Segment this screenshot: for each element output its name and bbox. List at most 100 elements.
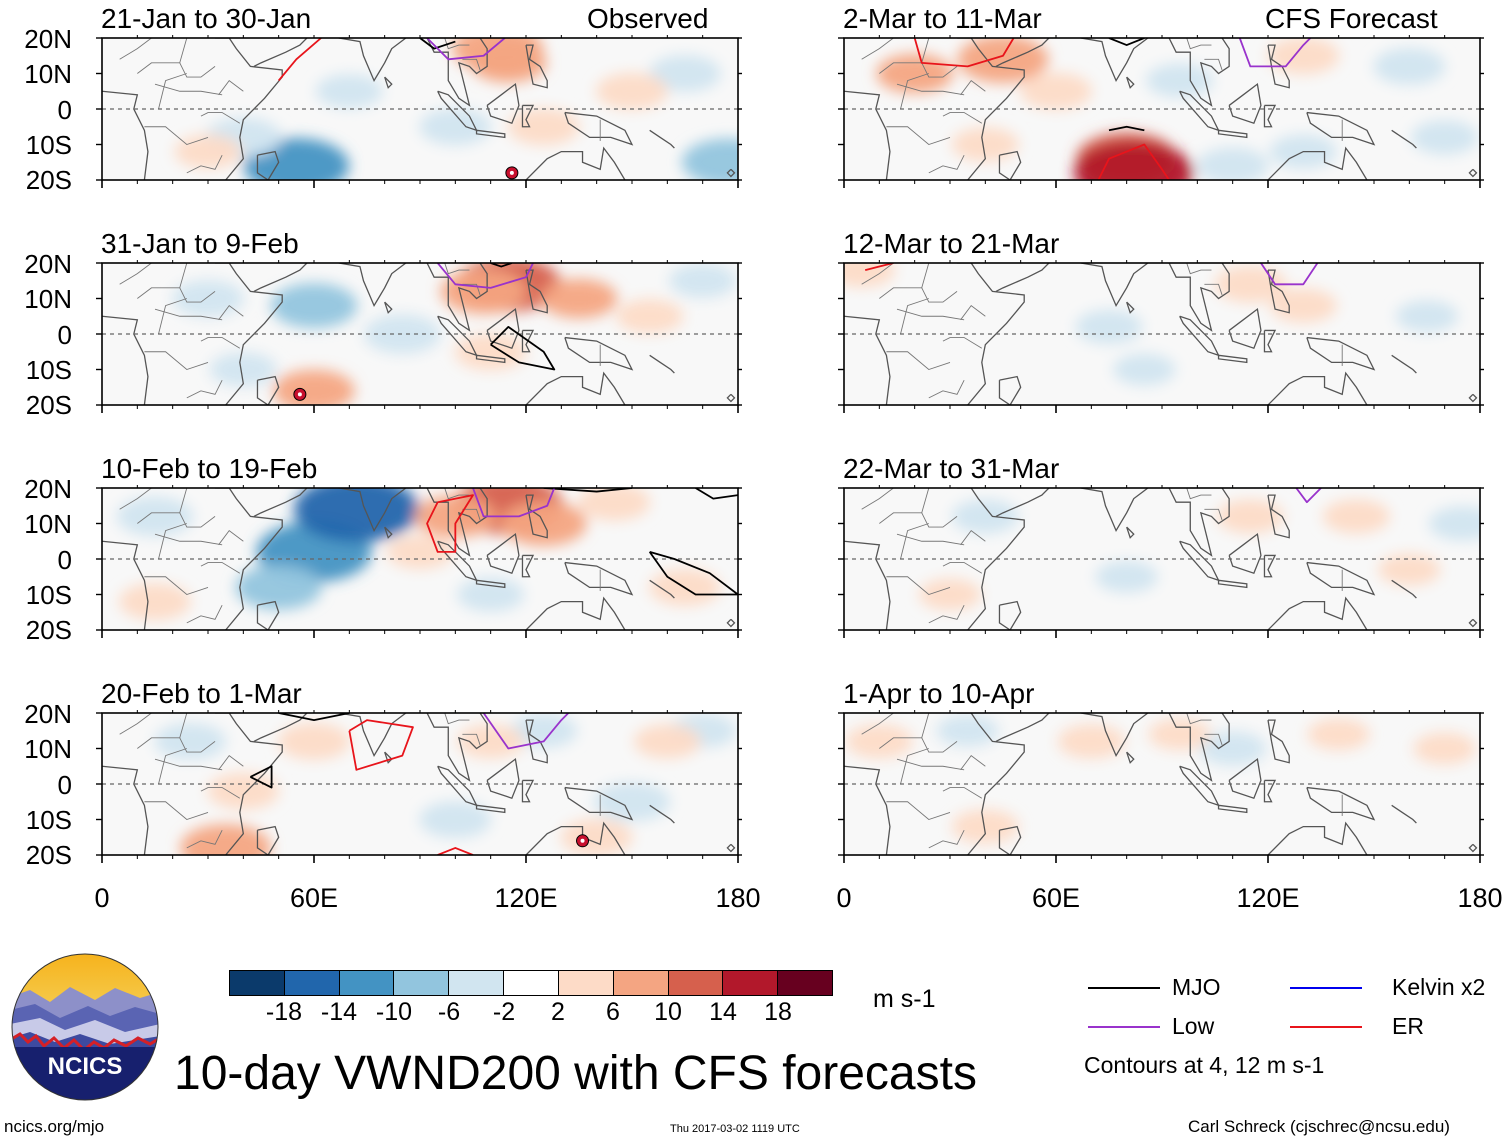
country-border [921,512,958,528]
ncics-logo: NCICS [10,952,160,1102]
map-panel [838,260,1484,413]
anomaly-blob [681,138,738,180]
country-border [200,787,241,799]
anomaly-blob [207,772,280,810]
anomaly-blob [270,283,358,328]
colorbar-label: -18 [265,998,303,1026]
coastline [475,804,506,814]
contour-mjo [648,551,738,596]
anomaly-blob [273,369,355,405]
lat-label: 0 [57,770,72,800]
country-border [1186,713,1212,725]
anomaly-blob [936,714,999,747]
anomaly-layer [172,263,737,405]
country-border [462,733,481,746]
coastline [1217,579,1248,589]
country-border [879,713,930,749]
panel-3-title: 10-Feb to 19-Feb [101,453,318,484]
country-border [861,713,894,735]
contour-er [426,494,474,553]
coastline [1468,843,1478,853]
anomaly-blob [844,263,896,288]
country-border [119,488,152,510]
coastline [384,301,393,314]
coastline [1217,354,1248,364]
coastline [1228,757,1262,800]
country-border [928,154,965,174]
anomaly-blob [1428,506,1480,541]
coastline [384,751,393,764]
panel-4-title: 20-Feb to 1-Mar [101,678,302,709]
coastline [521,104,535,128]
coastline [1306,336,1376,371]
contour-er [437,847,474,855]
colorbar-swatch [393,971,449,995]
country-border [886,576,951,596]
country-border [896,758,965,771]
coastline [102,90,149,180]
map-panel [96,710,742,863]
country-border [144,801,209,821]
colorbar [229,970,833,996]
contour-mjo [1108,38,1145,46]
coastline [1228,532,1262,575]
country-border [1204,508,1223,521]
footer-author: Carl Schreck (cjschrec@ncsu.edu) [1188,1117,1450,1136]
legend-label-er: ER [1392,1013,1424,1039]
country-border [179,512,216,528]
anomaly-blob [1395,300,1459,333]
colorbar-label: -14 [320,998,358,1026]
country-border [896,308,965,321]
coastline [475,129,506,139]
coastline [957,38,1025,180]
country-border [200,112,241,124]
anomaly-layer [918,499,1480,611]
anomaly-blob [649,55,721,92]
colorbar-label: 6 [606,998,620,1026]
coastline [253,38,308,67]
coastline [726,618,736,628]
country-border [137,488,188,524]
coastline [1126,751,1135,764]
country-border [900,748,929,785]
country-border [179,287,216,303]
anomaly-blob [596,72,668,110]
coastline [726,393,736,403]
coastline [525,269,548,314]
coastline [1267,44,1290,89]
anomaly-blob [633,724,701,759]
anomaly-blob [457,724,525,759]
lat-label: 20N [24,24,72,54]
lat-label: 20S [25,390,72,420]
lat-label: 10S [25,805,72,835]
country-border [942,112,983,124]
coastline [726,168,736,178]
colorbar-swatch [722,971,778,995]
coastline [1263,329,1277,353]
coastline [102,765,149,855]
colorbar-label: -10 [375,998,413,1026]
anomaly-blob [1095,560,1158,593]
country-border [960,304,986,321]
coastline [844,315,891,405]
lat-label: 20S [25,840,72,870]
country-border [186,154,223,174]
contour-mjo [543,488,633,493]
coastline [1168,263,1230,332]
coastline [844,90,891,180]
anomaly-blob [876,53,954,94]
coastline [256,375,280,405]
coastline [475,579,506,589]
main-title: 10-day VWND200 with CFS forecasts [174,1047,977,1100]
country-border [960,79,986,96]
panel-background [844,263,1480,405]
coastline [1126,76,1135,89]
anomaly-blob [1075,309,1143,345]
anomaly-blob [174,134,242,169]
country-border [144,126,209,146]
anomaly-blob [172,280,244,317]
anomaly-blob [593,781,671,822]
anomaly-blob [419,801,492,838]
country-border [154,758,223,771]
coastline [526,24,530,31]
